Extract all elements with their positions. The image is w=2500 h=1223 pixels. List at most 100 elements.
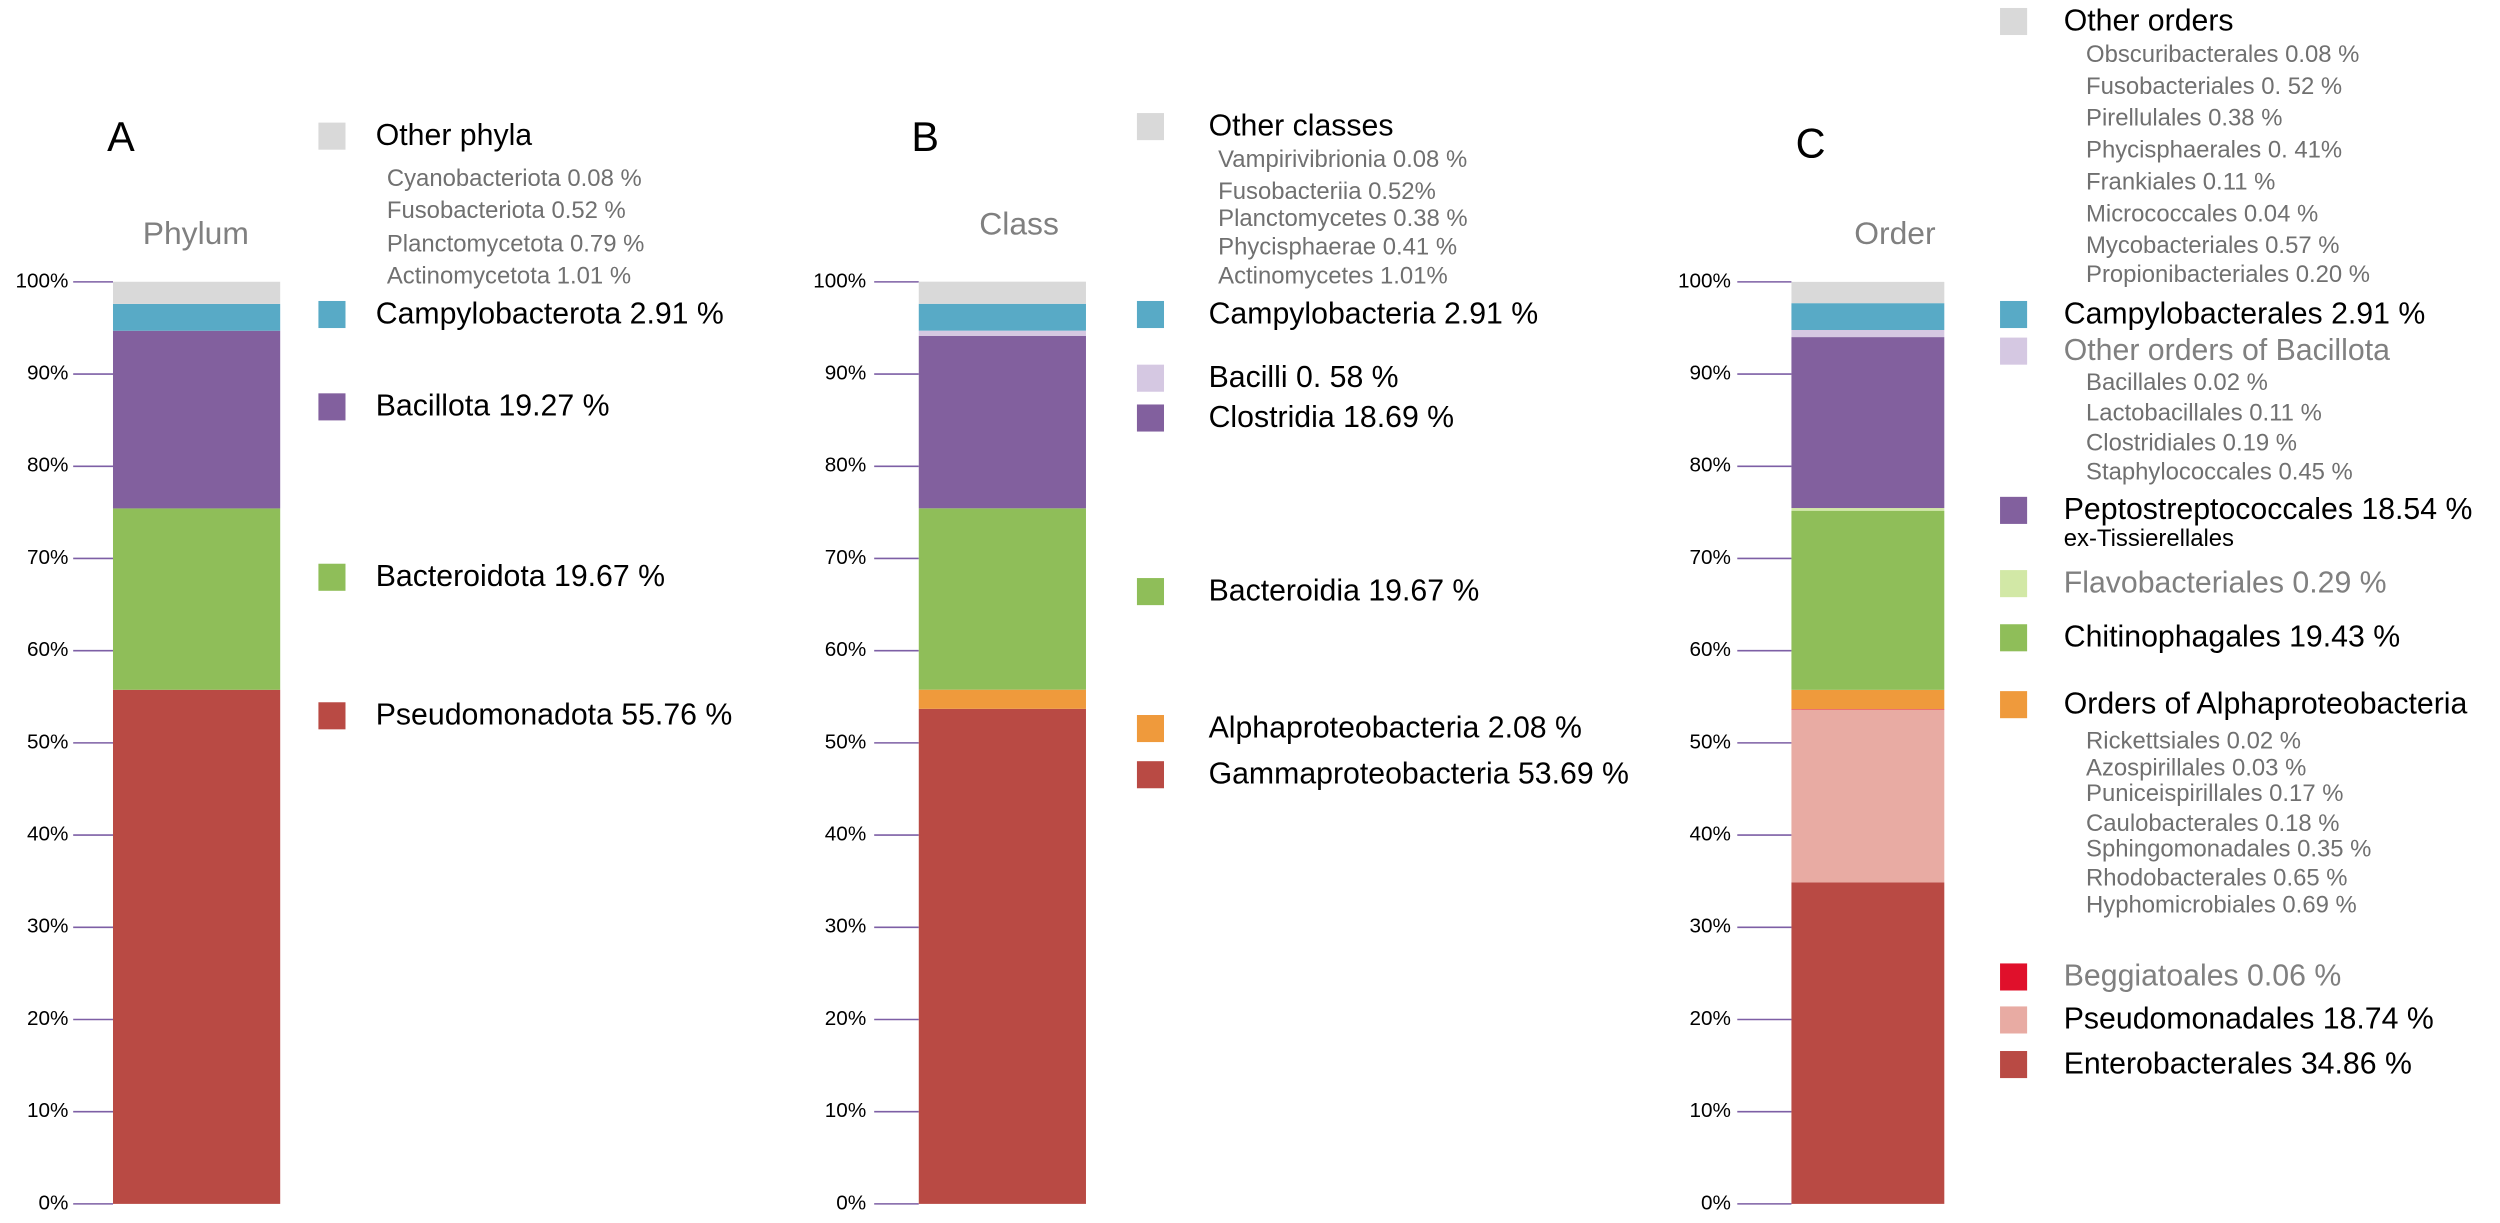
y-tick-label: 50% bbox=[27, 730, 68, 753]
y-tick-label: 0% bbox=[38, 1191, 68, 1214]
y-tick-label: 80% bbox=[27, 454, 68, 477]
legend-detail: Hyphomicrobiales 0.69 % bbox=[2086, 891, 2357, 918]
legend-detail: Planctomycetes 0.38 % bbox=[1218, 205, 1467, 232]
bar-segment bbox=[918, 281, 1086, 304]
y-tick-label: 80% bbox=[1690, 454, 1731, 477]
bar-segment bbox=[1791, 709, 1945, 710]
axis-title: Class bbox=[979, 206, 1059, 242]
axis-title: Phylum bbox=[143, 215, 249, 251]
legend-label: Campylobacterota 2.91 % bbox=[376, 297, 724, 330]
legend-swatch bbox=[1136, 404, 1165, 432]
y-tick-label: 50% bbox=[825, 730, 866, 753]
bar-segment bbox=[112, 689, 281, 1204]
legend-detail: Phycisphaerae 0.41 % bbox=[1218, 234, 1457, 261]
legend-label: Orders of Alphaproteobacteria bbox=[2064, 687, 2468, 720]
legend-swatch bbox=[2000, 7, 2028, 36]
y-tick-label: 100% bbox=[1678, 269, 1731, 292]
legend-detail: Phycisphaerales 0. 41% bbox=[2086, 137, 2342, 164]
legend-swatch bbox=[2000, 624, 2028, 652]
y-tick-label: 70% bbox=[1690, 546, 1731, 569]
y-tick-label: 20% bbox=[27, 1007, 68, 1030]
legend-detail: Obscuribacterales 0.08 % bbox=[2086, 41, 2359, 68]
y-tick-label: 10% bbox=[825, 1099, 866, 1122]
legend-label: Bacteroidia 19.67 % bbox=[1209, 574, 1480, 607]
legend-swatch bbox=[1136, 364, 1165, 392]
y-tick-label: 60% bbox=[825, 638, 866, 661]
legend-label: Peptostreptococcales 18.54 % bbox=[2064, 493, 2473, 526]
legend-detail: Fusobacteriota 0.52 % bbox=[387, 197, 626, 224]
legend-swatch bbox=[318, 702, 346, 730]
y-tick-label: 30% bbox=[1690, 915, 1731, 938]
legend-swatch bbox=[318, 122, 346, 150]
legend-detail: Staphylococcales 0.45 % bbox=[2086, 458, 2353, 485]
legend-detail: Planctomycetota 0.79 % bbox=[387, 231, 644, 258]
legend-detail: Rhodobacterales 0.65 % bbox=[2086, 864, 2347, 891]
legend-detail: Pirellulales 0.38 % bbox=[2086, 105, 2282, 132]
legend-detail: Lactobacillales 0.11 % bbox=[2086, 399, 2322, 426]
bar-segment bbox=[918, 335, 1086, 509]
legend-detail: Mycobacteriales 0.57 % bbox=[2086, 232, 2339, 259]
legend-swatch bbox=[2000, 963, 2028, 991]
legend-detail: Clostridiales 0.19 % bbox=[2086, 430, 2297, 457]
legend-detail: Bacillales 0.02 % bbox=[2086, 369, 2268, 396]
y-tick-label: 30% bbox=[27, 915, 68, 938]
legend-label: Clostridia 18.69 % bbox=[1209, 401, 1454, 434]
legend-swatch bbox=[1136, 300, 1165, 329]
bar-segment bbox=[112, 303, 281, 331]
bar-segment bbox=[918, 303, 1086, 331]
legend-detail: Sphingomonadales 0.35 % bbox=[2086, 836, 2371, 863]
y-tick-label: 0% bbox=[836, 1191, 866, 1214]
legend-label: Other orders bbox=[2064, 4, 2234, 37]
legend-detail: Puniceispirillales 0.17 % bbox=[2086, 780, 2343, 807]
legend-label: Other orders of Bacillota bbox=[2064, 334, 2390, 367]
bar-segment bbox=[112, 508, 281, 690]
legend-swatch bbox=[1136, 715, 1165, 743]
legend-swatch bbox=[318, 300, 346, 329]
legend-label: Other classes bbox=[1209, 109, 1394, 142]
legend-swatch bbox=[2000, 337, 2028, 365]
axis-title: Order bbox=[1854, 215, 1936, 251]
legend-swatch bbox=[1136, 578, 1165, 606]
legend-label: Beggiatoales 0.06 % bbox=[2064, 960, 2342, 993]
y-tick-label: 10% bbox=[1690, 1099, 1731, 1122]
legend-label: Campylobacterales 2.91 % bbox=[2064, 297, 2426, 330]
legend-swatch bbox=[2000, 691, 2028, 719]
legend-note: ex-Tissierellales bbox=[2064, 525, 2234, 552]
legend-label: Bacillota 19.27 % bbox=[376, 390, 610, 423]
legend-swatch bbox=[2000, 1051, 2028, 1079]
legend-swatch bbox=[2000, 1006, 2028, 1034]
y-tick-label: 50% bbox=[1690, 730, 1731, 753]
bar-segment bbox=[1791, 709, 1945, 883]
y-tick-label: 20% bbox=[1690, 1007, 1731, 1030]
legend-detail: Azospirillales 0.03 % bbox=[2086, 754, 2306, 781]
legend-detail: Fusobacteriia 0.52% bbox=[1218, 178, 1436, 205]
y-tick-label: 20% bbox=[825, 1007, 866, 1030]
y-tick-label: 40% bbox=[1690, 823, 1731, 846]
legend-swatch bbox=[1136, 113, 1165, 141]
legend-label: Other phyla bbox=[376, 119, 533, 152]
y-tick-label: 30% bbox=[825, 915, 866, 938]
y-tick-label: 0% bbox=[1701, 1191, 1731, 1214]
legend-detail: Rickettsiales 0.02 % bbox=[2086, 727, 2301, 754]
panel-letter: A bbox=[107, 114, 135, 160]
bar-segment bbox=[1791, 508, 1945, 511]
bar-segment bbox=[1791, 303, 1945, 330]
y-tick-label: 10% bbox=[27, 1099, 68, 1122]
legend-label: Chitinophagales 19.43 % bbox=[2064, 621, 2400, 654]
legend-swatch bbox=[2000, 570, 2028, 598]
y-tick-label: 70% bbox=[27, 546, 68, 569]
panel-letter: C bbox=[1796, 120, 1826, 166]
bar-segment bbox=[112, 281, 281, 304]
legend-detail: Frankiales 0.11 % bbox=[2086, 168, 2275, 195]
y-tick-label: 90% bbox=[825, 362, 866, 385]
bar-segment bbox=[1791, 337, 1945, 509]
legend-label: Flavobacteriales 0.29 % bbox=[2064, 566, 2387, 599]
legend-swatch bbox=[2000, 300, 2028, 329]
legend-detail: Cyanobacteriota 0.08 % bbox=[387, 165, 642, 192]
y-tick-label: 90% bbox=[1690, 362, 1731, 385]
bar-segment bbox=[1791, 510, 1945, 690]
legend-label: Enterobacterales 34.86 % bbox=[2064, 1047, 2412, 1080]
y-tick-label: 80% bbox=[825, 454, 866, 477]
legend-detail: Actinomycetes 1.01% bbox=[1218, 262, 1448, 289]
